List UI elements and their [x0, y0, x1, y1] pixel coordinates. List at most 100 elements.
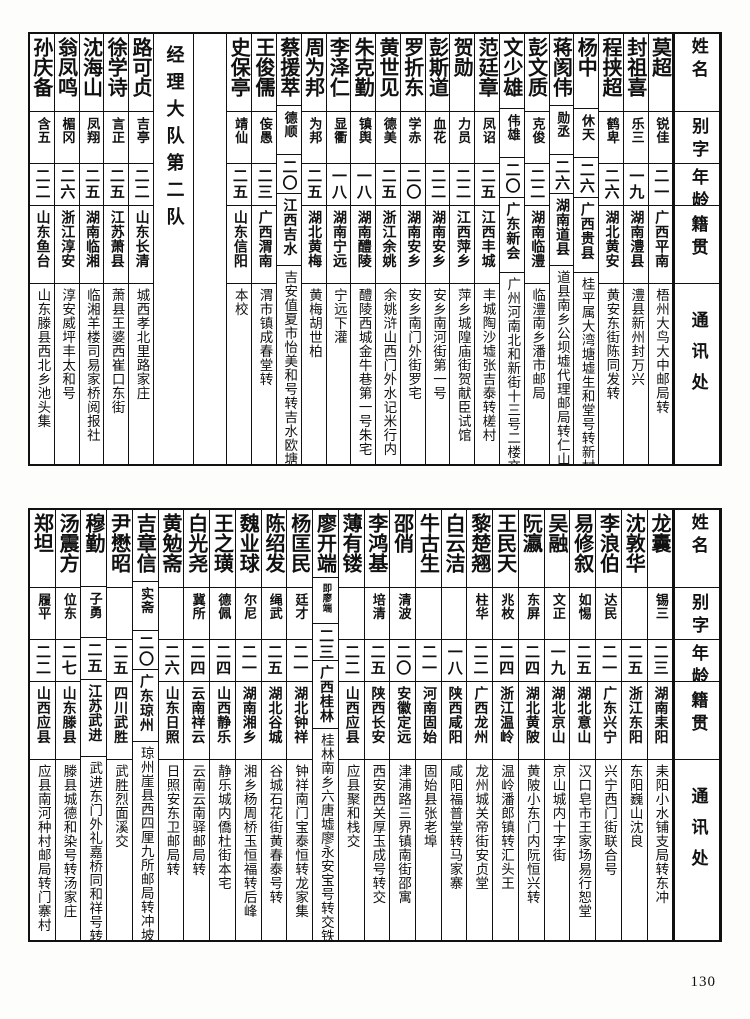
entry-23-name: 李浪伯 [596, 510, 621, 588]
entry-14-age-text: 二五 [368, 644, 387, 676]
entry-10-name: 李泽仁 [326, 34, 351, 112]
roster-entry-column[interactable]: 黎楚翘 柱华 二二 广西龙州 龙州城关帝街安贞堂 [467, 510, 494, 940]
entry-11-age-text: 一八 [354, 168, 373, 200]
roster-entry-column[interactable]: 阮瀛 东屏 二四 湖北黄陂 黄陂小东门内阮恒兴转 [518, 510, 545, 940]
roster-entry-column[interactable]: 郑坦 履平 二二 山西应县 应县南河种村邮局转门寨村 [30, 510, 56, 940]
entry-5-alias-text: 实斋 [138, 587, 154, 615]
roster-entry-column[interactable]: 周为邦 为邦 二五 湖北黄梅 黄梅胡世柏 [301, 34, 327, 464]
roster-entry-column[interactable]: 李鸿基 培清 二五 陕西长安 西安西关厚玉成号转交 [364, 510, 391, 940]
roster-entry-column[interactable]: 邵俏 清波 二〇 安徽定远 津浦路三界镇南街邵寓 [390, 510, 417, 940]
roster-entry-column[interactable]: 莫超 锐佳 二一 广西平南 梧州大鸟大中邮局转 [648, 34, 674, 464]
roster-entry-column[interactable]: 翁凤鸣 楣冈 二六 浙江淳安 淳安威坪丰太和号 [54, 34, 80, 464]
row-label-addr: 通讯处 [675, 284, 719, 464]
roster-entry-column[interactable]: 沈海山 凤翔 二五 湖南临湘 临湘羊楼司易家桥阅报社 [79, 34, 105, 464]
roster-entry-column[interactable]: 王民天 兆枚 二四 浙江温岭 温岭潘郎镇转汇头王 [493, 510, 519, 940]
entry-20-age: 二四 [518, 640, 544, 682]
roster-entry-column[interactable]: 吉章信 实斋 二〇 广东琼州 琼州崖县西四厘九所邮局转冲坡村 [132, 510, 159, 940]
entry-3-alias: 凤翔 [79, 112, 104, 164]
roster-entry-column[interactable]: 范廷章 凤诏 二五 江西丰城 丰城陶沙墟张吉泰转槎村 [475, 34, 500, 464]
roster-entry-column[interactable]: 史保亭 靖仙 二五 山东信阳 本校 [227, 34, 253, 464]
roster-entry-column[interactable]: 李泽仁 显衢 一八 湖南宁远 宁远下灌 [326, 34, 352, 464]
roster-entry-column[interactable]: 徐学诗 言正 二五 江苏萧县 萧县王婆西崔口东街 [104, 34, 130, 464]
entry-9-native: 湖南湘乡 [235, 682, 261, 760]
entry-7-native: 广西渭南 [252, 206, 276, 284]
roster-entry-column[interactable]: 牛古生 二一 河南固始 固始县张老埠 [416, 510, 442, 940]
roster-entry-column[interactable]: 朱克勤 镇舆 一八 湖南醴陵 醴陵西城金牛巷第一号朱宅 [351, 34, 377, 464]
entry-9-name-text: 魏业球 [236, 513, 261, 573]
roster-entry-column[interactable]: 易修叙 如惕 二五 湖北意山 汉口皂市王家场易行恕堂 [570, 510, 597, 940]
entry-15-native: 江西萍乡 [450, 206, 475, 284]
entry-1-age-text: 二二 [34, 644, 53, 676]
entry-21-alias: 鹤卑 [599, 112, 623, 164]
roster-entry-column[interactable]: 白云洁 一八 陕西咸阳 咸阳福普堂转马家寨 [441, 510, 468, 940]
entry-17-native: 广东新会 [499, 198, 524, 274]
entry-23-name: 莫超 [648, 34, 673, 112]
roster-entry-column[interactable]: 陈绍发 绳武 二五 湖北谷城 谷城石花街黄春泰号转 [261, 510, 288, 940]
entry-10-addr: 谷城石花街黄春泰号转 [262, 760, 287, 940]
roster-entry-column[interactable]: 沈敦华 二五 浙江东阳 东阳巍山沈良 [621, 510, 648, 940]
row-label-name-text: 姓名 [687, 513, 708, 559]
roster-entry-column[interactable]: 孙庆备 含五 二二 山东鱼台 山东滕县西北乡池头集 [30, 34, 55, 464]
entry-4-native-text: 四川武胜 [112, 686, 129, 744]
roster-entry-column[interactable]: 彭文质 克俊 二二 湖南临澧 临澧南乡潘市邮局 [524, 34, 550, 464]
entry-12-name: 黄世见 [376, 34, 400, 112]
entry-13-alias [338, 588, 364, 640]
entry-10-alias: 绳武 [261, 588, 287, 640]
entry-24-name-text: 沈敦华 [622, 513, 647, 573]
entry-3-name-text: 穆勤 [81, 513, 106, 553]
roster-entry-column[interactable]: 黄世见 德美 二五 浙江余姚 余姚浒山西门外水记米行内 [376, 34, 401, 464]
roster-entry-column[interactable]: 贺勋 力员 二二 江西萍乡 萍乡城隍庙街贺献臣试馆 [450, 34, 476, 464]
entry-7-age-text: 二三 [255, 168, 274, 200]
entry-15-alias: 清波 [390, 588, 416, 640]
roster-entry-column[interactable]: 杨中 休天 二六 广西贵县 桂平属大湾塘墟生和堂号转新村 [574, 34, 600, 464]
entry-14-age: 二二 [425, 164, 450, 206]
entry-7-alias-text: 冀所 [189, 593, 205, 620]
roster-entry-column[interactable]: 黄勉斋 二六 山东日照 日照安东卫邮局转 [158, 510, 185, 940]
entry-1-age: 二二 [30, 640, 55, 682]
entry-21-name: 吴融 [544, 510, 570, 588]
entry-1-native-text: 山东鱼台 [34, 210, 51, 268]
entry-20-alias: 东屏 [518, 588, 544, 640]
roster-entry-column[interactable]: 杨匡民 廷才 二一 湖北钟祥 钟祥南门宝泰恒转龙家集 [287, 510, 314, 940]
unit-label: 经理大队第二队 [154, 34, 193, 464]
roster-entry-column[interactable]: 吴融 文正 一九 湖北京山 京山城内十字街 [544, 510, 571, 940]
roster-entry-column[interactable]: 路可贞 吉亭 二二 山东长清 城西孝北里路家庄 [129, 34, 154, 464]
roster-entry-column[interactable]: 罗折东 学赤 二〇 湖南安乡 安乡南门外街罗宅 [400, 34, 426, 464]
entry-8-alias-text: 德佩 [215, 593, 231, 620]
roster-entry-column[interactable]: 廖开端 即廖端 二三 广西桂林 桂林南乡六唐墟廖永安宝号转交铁寨村 [313, 510, 339, 940]
entry-6-native-text: 山东信阳 [231, 210, 248, 268]
entry-13-addr: 安乡南门外街罗宅 [401, 284, 425, 464]
roster-entry-column[interactable]: 封祖喜 乐三 一九 湖南澧县 澧县新州封万兴 [623, 34, 649, 464]
roster-entry-column[interactable]: 白光尧 冀所 二四 云南祥云 云南云南驿邮局转 [184, 510, 211, 940]
roster-entry-column[interactable]: 穆勤 子勇 二五 江苏武进 武进东门外礼嘉桥同和祥号转 [81, 510, 108, 940]
entry-7-name: 白光尧 [184, 510, 210, 588]
entry-12-native: 浙江余姚 [376, 206, 400, 284]
roster-entry-column[interactable]: 薄有镂 二二 山西应县 应县聚和栈交 [338, 510, 365, 940]
roster-entry-column[interactable]: 王之璜 德佩 二四 山西静乐 静乐城内僑杜街本宅 [210, 510, 236, 940]
roster-entry-column[interactable]: 文少雄 伟雄 二〇 广东新会 广州河南北和新街十三号二楼交 [499, 34, 525, 464]
entry-14-name: 彭斯道 [425, 34, 450, 112]
roster-entry-column[interactable]: 蔡援萃 德顺 二〇 江西吉水 吉安值夏市怡美和号转吉水欧塘村 [276, 34, 302, 464]
roster-entry-column[interactable]: 汤震方 位东 二七 山东滕县 滕县城德和染号转汤家庄 [55, 510, 82, 940]
roster-entry-column[interactable]: 李浪伯 达民 二一 广东兴宁 兴宁西门街联合号 [596, 510, 622, 940]
entry-3-native: 湖南临湘 [79, 206, 104, 284]
roster-entry-column[interactable]: 王俊儒 侫愚 二三 广西渭南 渭市镇成春堂转 [252, 34, 277, 464]
roster-entry-column[interactable]: 程挟超 鹤卑 二六 湖北黄安 黄安东街陈同发转 [599, 34, 624, 464]
entry-2-native-text: 山东滕县 [60, 686, 77, 744]
entry-2-native: 浙江淳安 [54, 206, 79, 284]
entry-8-alias: 德顺 [276, 106, 301, 155]
row-label-native: 籍贯 [675, 206, 720, 284]
entry-13-name-text: 薄有镂 [339, 513, 364, 573]
roster-entry-column[interactable]: 尹懋昭 二五 四川武胜 武胜烈面溪交 [107, 510, 133, 940]
entry-8-addr: 静乐城内僑杜街本宅 [210, 760, 235, 940]
roster-entry-column[interactable]: 龙囊 锡三 二三 湖南耒阳 耒阳小水铺支局转东冲 [647, 510, 674, 940]
roster-entry-column[interactable]: 彭斯道 血花 二二 湖南安乡 安乡南河街第一号 [425, 34, 451, 464]
roster-entry-column[interactable]: 蒋阂伟 勋丞 二六 湖南道县 道县南乡公坝墟代理邮局转仁山村 [549, 34, 575, 464]
entry-23-alias-text: 达民 [601, 593, 617, 620]
entry-3-addr-text: 临湘羊楼司易家桥阅报社 [83, 288, 100, 442]
entry-1-alias: 含五 [30, 112, 54, 164]
roster-entry-column[interactable]: 魏业球 尔尼 二一 湖南湘乡 湘乡杨周桥玉恒福转后峰 [235, 510, 262, 940]
entry-6-addr-text: 本校 [231, 288, 248, 316]
entry-24-native-text: 浙江东阳 [626, 686, 643, 744]
entry-7-age: 二四 [184, 640, 210, 682]
